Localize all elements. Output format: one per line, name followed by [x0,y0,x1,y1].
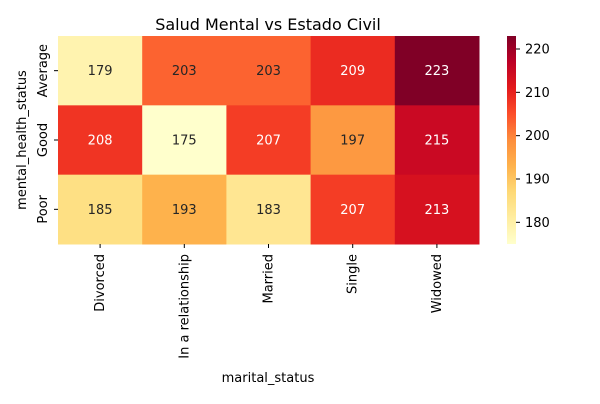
colorbar-tick-label: 210 [525,86,550,101]
chart-title: Salud Mental vs Estado Civil [155,15,381,34]
heatmap-cell [310,105,396,176]
colorbar-tick-label: 200 [525,129,550,144]
colorbar-tick-label: 190 [525,173,550,188]
cell-value-label: 203 [256,64,281,79]
colorbar-tick-label: 220 [525,43,550,58]
x-axis: Divorced In a relationship Married Single Wi… [93,244,445,359]
cell-value-label: 203 [172,64,197,79]
heatmap-cell [226,36,312,106]
y-tick-label: Average [36,44,51,97]
heatmap-cells [58,36,480,245]
heatmap-cell [310,36,396,106]
heatmap-cell [226,105,312,176]
y-tick-label: Poor [36,194,51,223]
cell-value-label: 175 [172,134,197,149]
colorbar-ticks: 180 190 200 210 220 [516,43,550,231]
cell-value-label: 215 [424,134,449,149]
cell-value-label: 179 [88,64,113,79]
heatmap-cell [58,174,143,245]
heatmap-cell [310,174,396,245]
cell-value-label: 207 [340,203,365,218]
cell-value-label: 209 [340,64,365,79]
cell-value-label: 185 [88,203,113,218]
cell-value-label: 183 [256,203,281,218]
x-tick-label: Widowed [430,254,445,313]
heatmap-cell [142,105,227,176]
cell-value-label: 197 [340,134,365,149]
x-tick-label: Divorced [93,254,108,312]
heatmap-cell [394,105,480,176]
y-axis: Average Good Poor [36,44,58,224]
heatmap-cell [394,174,480,245]
x-tick-label: In a relationship [177,254,192,359]
x-tick-label: Married [262,254,277,304]
cell-value-label: 208 [88,134,113,149]
colorbar-tick-label: 180 [525,216,550,231]
heatmap-cell [58,105,143,176]
heatmap-cell [394,36,480,106]
colorbar-gradient [507,36,516,244]
cell-value-label: 207 [256,134,281,149]
heatmap-cell [142,36,227,106]
heatmap-cell-labels: 179 203 203 209 223 208 175 207 197 215 185 193 183 2… [88,64,450,218]
heatmap-cell [58,36,143,106]
cell-value-label: 193 [172,203,197,218]
heatmap-cell [142,174,227,245]
cell-value-label: 213 [424,203,449,218]
x-axis-label: marital_status [222,371,315,386]
x-tick-label: Single [346,254,361,294]
colorbar: 180 190 200 210 220 [507,36,550,244]
cell-value-label: 223 [424,64,449,79]
y-axis-label: mental_health_status [15,70,30,210]
heatmap-cell [226,174,312,245]
y-tick-label: Good [36,123,51,157]
